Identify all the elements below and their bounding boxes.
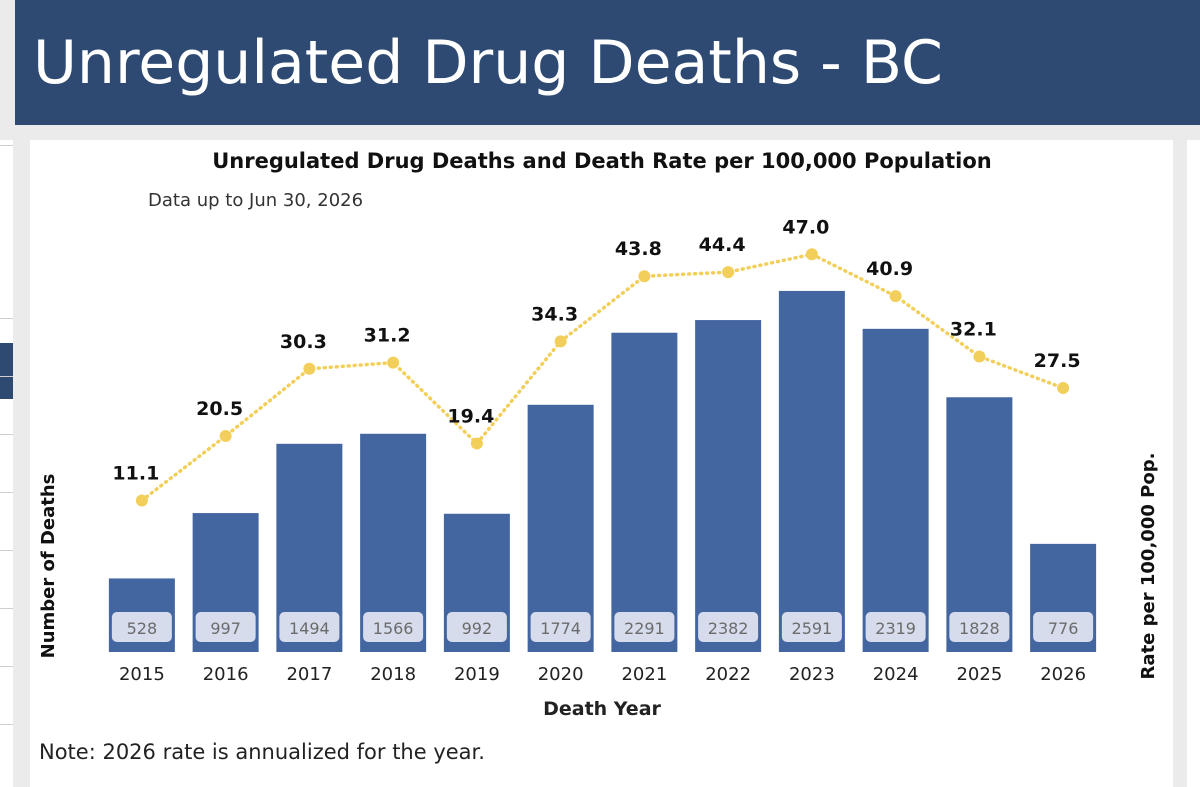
bar-label-box-2018 — [363, 612, 424, 642]
bar-label-box-2016 — [195, 612, 256, 642]
bar-value-label-2017: 1494 — [289, 619, 330, 638]
rate-value-label-2016: 20.5 — [196, 398, 243, 420]
page-title: Unregulated Drug Deaths - BC — [33, 28, 943, 98]
chart-title: Unregulated Drug Deaths and Death Rate p… — [212, 149, 992, 173]
rate-value-label-2018: 31.2 — [364, 325, 411, 347]
rate-point-2024[interactable] — [889, 290, 902, 303]
bar-2021[interactable] — [611, 332, 678, 652]
bar-label-box-2015 — [111, 612, 172, 642]
bar-label-box-2024 — [865, 612, 926, 642]
x-tick-label-2023: 2023 — [789, 664, 835, 685]
rate-point-2015[interactable] — [135, 494, 148, 507]
bar-label-box-2025 — [949, 612, 1010, 642]
left-panel-edge — [0, 140, 13, 787]
rate-point-2022[interactable] — [722, 266, 735, 279]
left-panel-selected-tab[interactable] — [0, 343, 13, 399]
bar-value-label-2026: 776 — [1048, 619, 1079, 638]
chart-subtitle: Data up to Jun 30, 2026 — [148, 190, 363, 211]
x-tick-label-2019: 2019 — [454, 664, 500, 685]
bar-value-label-2023: 2591 — [792, 619, 833, 638]
bar-value-label-2021: 2291 — [624, 619, 665, 638]
x-tick-label-2021: 2021 — [621, 664, 667, 685]
page-header: Unregulated Drug Deaths - BC — [15, 0, 1200, 125]
bar-label-box-2022 — [698, 612, 759, 642]
bar-value-label-2024: 2319 — [875, 619, 916, 638]
x-tick-label-2024: 2024 — [873, 664, 919, 685]
bar-label-box-2017 — [279, 612, 340, 642]
rate-value-label-2017: 30.3 — [280, 331, 327, 353]
bar-label-box-2026 — [1033, 612, 1094, 642]
rate-point-2021[interactable] — [638, 270, 651, 283]
bar-value-label-2015: 528 — [127, 619, 158, 638]
rate-value-label-2022: 44.4 — [699, 234, 746, 256]
x-axis-label: Death Year — [543, 698, 661, 720]
chart-card: Unregulated Drug Deaths and Death Rate p… — [30, 140, 1173, 787]
x-tick-label-2020: 2020 — [538, 664, 584, 685]
x-tick-label-2017: 2017 — [286, 664, 332, 685]
rate-value-label-2019: 19.4 — [447, 406, 494, 428]
x-tick-label-2025: 2025 — [956, 664, 1002, 685]
y-axis-label: Number of Deaths — [38, 474, 59, 659]
bar-2022[interactable] — [695, 320, 762, 652]
y2-axis-label: Rate per 100,000 Pop. — [1138, 453, 1159, 680]
rate-point-2016[interactable] — [219, 430, 232, 442]
bar-2020[interactable] — [527, 404, 594, 652]
rate-value-label-2026: 27.5 — [1034, 350, 1081, 372]
rate-value-label-2025: 32.1 — [950, 318, 997, 340]
bar-label-box-2020 — [530, 612, 591, 642]
bar-value-label-2016: 997 — [210, 619, 241, 638]
bar-label-box-2021 — [614, 612, 675, 642]
rate-point-2017[interactable] — [303, 362, 316, 375]
rate-value-label-2021: 43.8 — [615, 238, 662, 260]
rate-point-2025[interactable] — [973, 350, 986, 363]
rate-value-label-2024: 40.9 — [866, 258, 913, 280]
right-panel-edge — [1187, 140, 1200, 787]
bar-value-label-2022: 2382 — [708, 619, 749, 638]
bar-label-box-2019 — [446, 612, 507, 642]
rate-point-2026[interactable] — [1057, 382, 1070, 394]
x-tick-label-2015: 2015 — [119, 664, 165, 685]
bar-value-label-2018: 1566 — [373, 619, 414, 638]
bar-label-box-2023 — [781, 612, 842, 642]
bar-value-label-2025: 1828 — [959, 619, 1000, 638]
x-tick-label-2016: 2016 — [203, 664, 249, 685]
rate-point-2020[interactable] — [554, 335, 567, 348]
bar-2023[interactable] — [778, 290, 845, 652]
rate-line — [140, 252, 1065, 503]
bar-2024[interactable] — [862, 328, 929, 652]
rate-point-2023[interactable] — [805, 248, 818, 261]
bar-value-label-2019: 992 — [462, 619, 493, 638]
bar-2025[interactable] — [946, 397, 1013, 652]
rate-value-label-2023: 47.0 — [782, 216, 829, 238]
rate-point-2019[interactable] — [470, 437, 483, 450]
x-tick-label-2026: 2026 — [1040, 664, 1086, 685]
deaths-chart: Unregulated Drug Deaths and Death Rate p… — [38, 149, 1159, 720]
rate-value-label-2020: 34.3 — [531, 303, 578, 325]
x-tick-label-2018: 2018 — [370, 664, 416, 685]
bar-value-label-2020: 1774 — [540, 619, 581, 638]
footnote: Note: 2026 rate is annualized for the ye… — [39, 740, 485, 764]
rate-point-2018[interactable] — [387, 356, 400, 369]
x-tick-label-2022: 2022 — [705, 664, 751, 685]
rate-value-label-2015: 11.1 — [112, 462, 159, 484]
